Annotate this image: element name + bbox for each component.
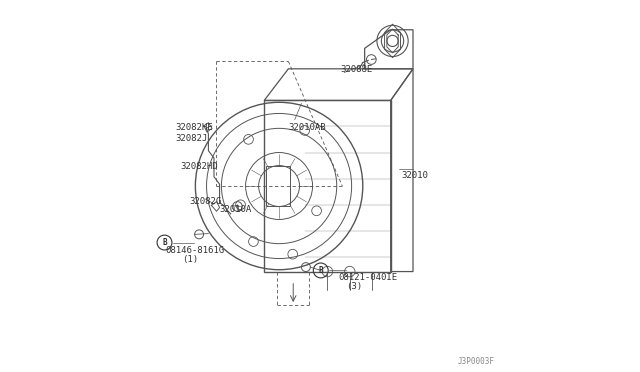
Text: B: B xyxy=(319,266,323,275)
Text: 08121-040IE: 08121-040IE xyxy=(339,273,397,282)
Text: 32010A: 32010A xyxy=(220,205,252,214)
Text: 08146-8161G: 08146-8161G xyxy=(166,246,225,254)
Text: B: B xyxy=(162,238,167,247)
Text: (1): (1) xyxy=(182,255,198,264)
Text: 32082HE: 32082HE xyxy=(175,123,212,132)
Text: J3P0003F: J3P0003F xyxy=(458,357,495,366)
Text: 32010AB: 32010AB xyxy=(289,123,326,132)
Text: 32082G: 32082G xyxy=(190,197,222,206)
Text: 32010: 32010 xyxy=(402,171,429,180)
Text: 32088E: 32088E xyxy=(340,65,372,74)
Text: (3): (3) xyxy=(346,282,362,291)
Text: 32082J: 32082J xyxy=(175,134,207,143)
Text: 32082HD: 32082HD xyxy=(180,162,218,171)
